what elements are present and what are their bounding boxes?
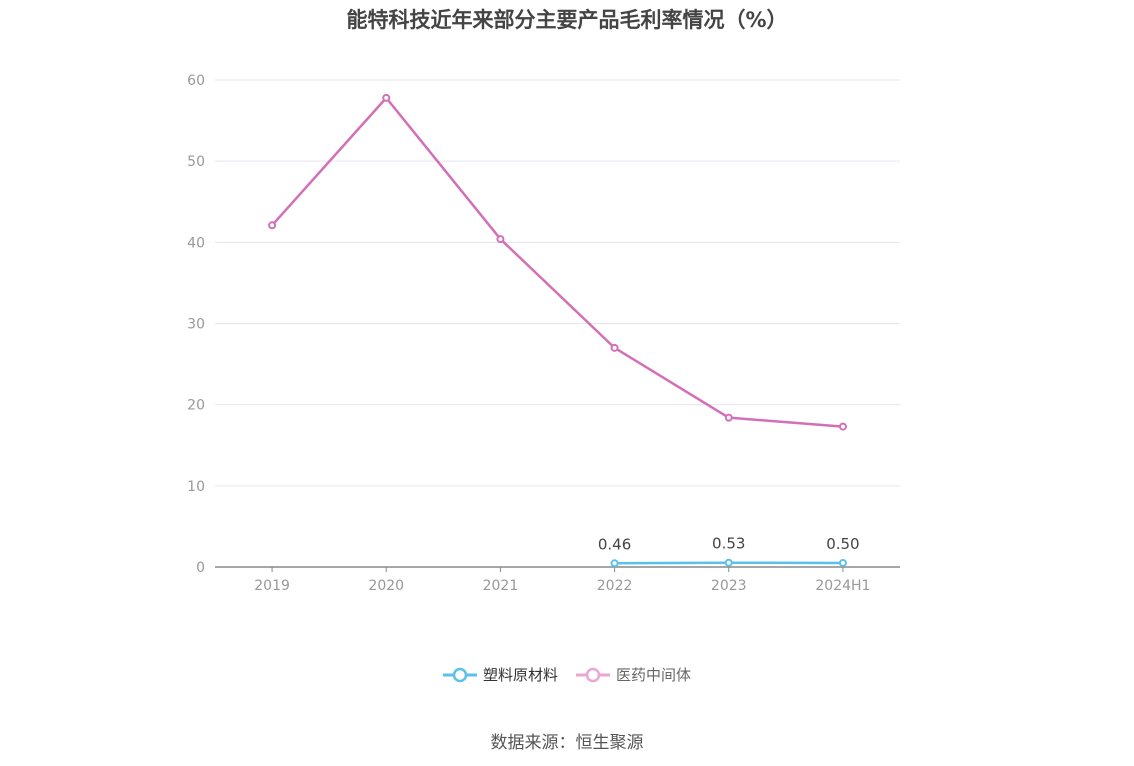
- legend-item-plastic[interactable]: 塑料原材料: [442, 664, 558, 685]
- data-label: 0.50: [826, 535, 859, 553]
- series-0-point[interactable]: [724, 558, 733, 567]
- legend-label-pharma: 医药中间体: [616, 666, 692, 684]
- series-1-point[interactable]: [724, 413, 733, 422]
- data-source: 数据来源：恒生聚源: [490, 733, 644, 753]
- x-tick-label: 2022: [597, 578, 633, 594]
- chart-legend: 塑料原材料 医药中间体: [0, 664, 1134, 685]
- legend-marker-plastic-icon: [442, 667, 477, 682]
- legend-marker-pharma-icon: [576, 667, 610, 682]
- chart-title: 能特科技近年来部分主要产品毛利率情况（%）: [346, 8, 788, 32]
- series-1-point[interactable]: [382, 93, 391, 102]
- y-tick-label: 0: [196, 560, 205, 576]
- series-line-1: [271, 96, 844, 428]
- x-tick-label: 2021: [483, 578, 519, 594]
- x-tick-label: 2023: [711, 578, 747, 594]
- data-label: 0.53: [712, 535, 745, 553]
- series-1-point[interactable]: [268, 221, 277, 230]
- x-tick-label: 2019: [254, 578, 290, 594]
- legend-item-pharma[interactable]: 医药中间体: [576, 664, 691, 685]
- series-0-point[interactable]: [610, 559, 619, 568]
- series-1-point[interactable]: [496, 235, 505, 244]
- y-tick-label: 50: [187, 154, 205, 170]
- y-tick-label: 40: [187, 235, 205, 251]
- x-tick-label: 2024H1: [815, 578, 870, 594]
- y-tick-label: 20: [187, 398, 205, 414]
- series-0-point[interactable]: [838, 558, 847, 567]
- x-tick-label: 2020: [368, 578, 404, 594]
- series-1-point[interactable]: [610, 343, 619, 352]
- series-1-point[interactable]: [838, 422, 847, 431]
- y-tick-label: 10: [187, 479, 205, 495]
- y-tick-label: 30: [187, 317, 205, 333]
- data-label: 0.46: [598, 535, 631, 553]
- legend-label-plastic: 塑料原材料: [482, 666, 558, 684]
- y-tick-label: 60: [187, 73, 205, 89]
